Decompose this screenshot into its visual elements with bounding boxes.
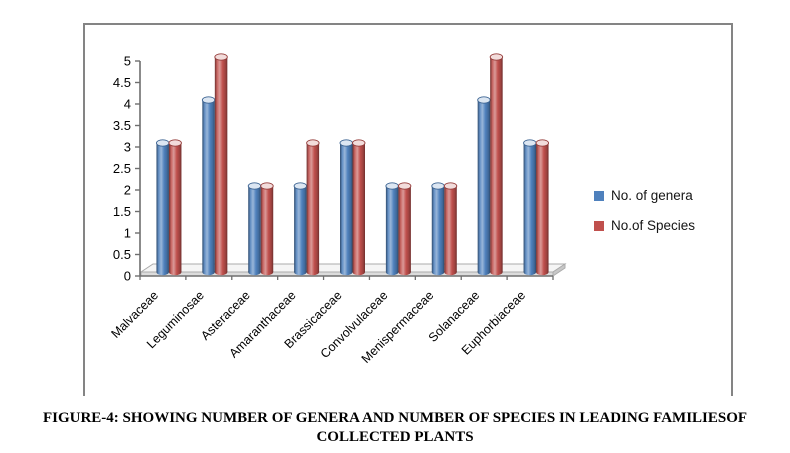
bar-genera-Convolvulaceae	[385, 182, 399, 276]
bar-species-Euphorbiaceae	[535, 139, 550, 276]
bar-species-Solanaceae	[489, 53, 504, 276]
bar-genera-Brassicaceae	[339, 139, 353, 276]
bar-genera-Euphorbiaceae	[523, 139, 537, 276]
legend-item-genera: No. of genera	[594, 188, 695, 203]
chart-legend: No. of genera No.of Species	[594, 188, 695, 248]
chart-frame: 0 0.5 1 1.5 2 2.5 3 3.5 4 4.5 5 Malvaceae Leguminosa…	[83, 23, 733, 396]
y-tick-label: 2.5	[113, 161, 131, 176]
floor-side-3d	[552, 263, 566, 277]
bar-species-Leguminosae	[214, 53, 228, 276]
bar-genera-Asteraceae	[247, 182, 262, 276]
y-tick-label: 0	[124, 269, 131, 284]
y-tick-label: 4.5	[113, 75, 131, 90]
y-tick-label: 1.5	[113, 204, 131, 219]
y-tick-label: 3	[124, 140, 131, 155]
y-tick-label: 5	[124, 54, 131, 69]
bar-genera-Malvaceae	[155, 139, 170, 276]
bar-species-Menispermaceae	[443, 182, 458, 276]
bar-species-Convolvulaceae	[397, 182, 412, 276]
figure-caption: FIGURE-4: SHOWING NUMBER OF GENERA AND N…	[42, 410, 748, 445]
bar-genera-Solanaceae	[477, 96, 491, 276]
legend-swatch-icon	[594, 190, 604, 201]
y-tick-label: 1	[124, 226, 131, 241]
legend-swatch-icon	[594, 220, 604, 231]
bar-species-Asteraceae	[260, 182, 274, 276]
bar-genera-Amaranthaceae	[293, 182, 308, 276]
bar-genera-Leguminosae	[201, 96, 216, 276]
bar-chart-canvas: 00.511.522.533.544.55MalvaceaeLeguminosa…	[108, 53, 567, 366]
y-tick-label: 2	[124, 183, 131, 198]
bar-species-Malvaceae	[168, 139, 182, 276]
bar-genera-Menispermaceae	[431, 182, 445, 276]
legend-label: No. of genera	[611, 188, 693, 203]
bar-species-Amaranthaceae	[306, 139, 320, 276]
legend-label: No.of Species	[611, 218, 696, 233]
legend-item-species: No.of Species	[594, 218, 695, 233]
y-tick-label: 0.5	[113, 247, 131, 262]
y-tick-label: 3.5	[113, 118, 131, 133]
bar-species-Brassicaceae	[352, 139, 366, 276]
y-tick-label: 4	[124, 97, 131, 112]
